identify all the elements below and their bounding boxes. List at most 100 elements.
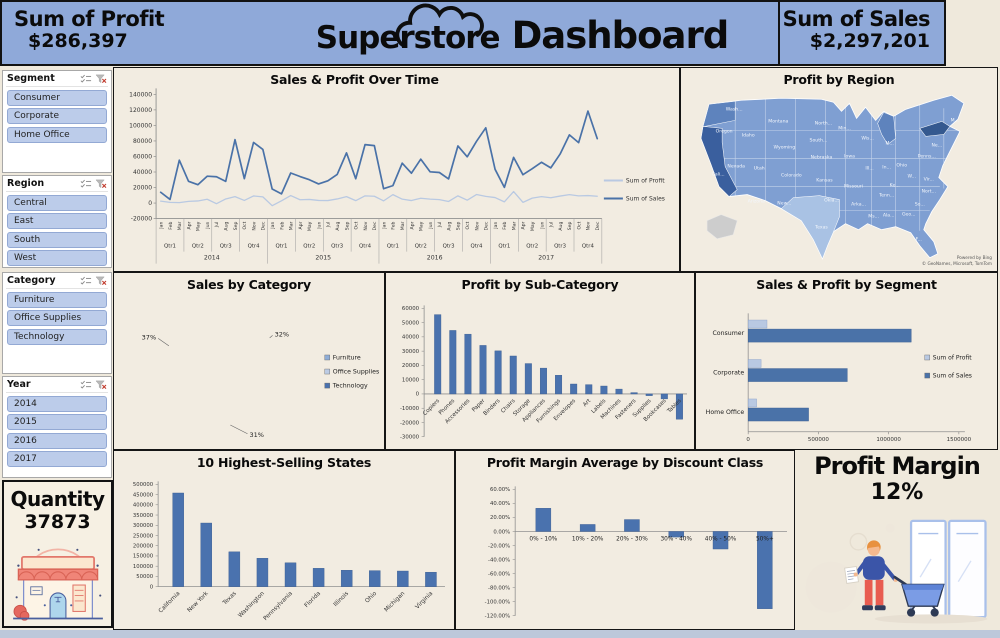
svg-text:May: May [307, 221, 313, 231]
svg-text:Furniture: Furniture [333, 354, 361, 361]
chart-title: 10 Highest-Selling States [196, 455, 372, 470]
title-superstore: Superstore [315, 20, 501, 56]
svg-text:Qtr1: Qtr1 [275, 244, 287, 250]
multiselect-icon[interactable] [80, 74, 92, 84]
clear-filter-icon[interactable] [95, 74, 107, 84]
svg-text:Pennsylvania: Pennsylvania [263, 591, 294, 622]
svg-text:Qtr2: Qtr2 [192, 244, 204, 250]
slicer-item-2016[interactable]: 2016 [7, 432, 107, 449]
svg-text:North...: North... [815, 120, 832, 126]
svg-text:20.00%: 20.00% [490, 515, 510, 521]
svg-text:200000: 200000 [133, 544, 154, 550]
svg-text:0: 0 [746, 437, 750, 443]
kpi-sales-value: $2,297,201 [809, 30, 930, 53]
svg-text:Copiers: Copiers [422, 398, 441, 417]
svg-text:Texas: Texas [221, 591, 237, 607]
svg-text:Cali...: Cali... [712, 172, 725, 178]
slicer-items: 2014 2015 2016 2017 [6, 395, 108, 467]
slicer-item-2014[interactable]: 2014 [7, 395, 107, 412]
svg-text:Wis...: Wis... [861, 135, 874, 141]
panel-profit-margin-by-discount: Profit Margin Average by Discount Class … [455, 450, 795, 630]
svg-text:Mar: Mar [511, 221, 517, 230]
svg-text:Vir...: Vir... [924, 177, 934, 183]
svg-text:31%: 31% [250, 431, 264, 439]
slicer-item-west[interactable]: West [7, 250, 107, 266]
svg-text:Mar: Mar [289, 221, 295, 230]
svg-text:Missouri: Missouri [844, 184, 863, 190]
svg-text:300000: 300000 [133, 523, 154, 529]
svg-text:60000: 60000 [402, 306, 420, 312]
svg-text:Oct: Oct [465, 221, 471, 229]
svg-text:Apr: Apr [409, 221, 415, 229]
slicer-item-technology[interactable]: Technology [7, 328, 107, 345]
svg-text:So...: So... [915, 202, 925, 208]
svg-text:Colorado: Colorado [781, 173, 802, 179]
slicer-category: Category Furniture Office Supplies Technol… [2, 272, 112, 374]
svg-text:Ne...: Ne... [931, 142, 942, 148]
kpi-profit: Sum of Profit $286,397 [14, 7, 165, 53]
svg-text:50%+: 50%+ [756, 537, 774, 543]
svg-text:Arka...: Arka... [851, 202, 866, 208]
clear-filter-icon[interactable] [95, 179, 107, 189]
svg-text:0% - 10%: 0% - 10% [529, 537, 557, 543]
svg-text:Wash...: Wash... [726, 106, 743, 112]
clear-filter-icon[interactable] [95, 276, 107, 286]
svg-text:500000: 500000 [808, 437, 829, 443]
svg-text:May: May [196, 221, 202, 231]
slicer-item-furniture[interactable]: Furniture [7, 291, 107, 308]
svg-text:Jul: Jul [549, 222, 555, 229]
multiselect-icon[interactable] [80, 179, 92, 189]
svg-text:400000: 400000 [133, 503, 154, 509]
multiselect-icon[interactable] [80, 380, 92, 390]
svg-text:Apr: Apr [521, 221, 527, 229]
slicer-item-consumer[interactable]: Consumer [7, 89, 107, 106]
multiselect-icon[interactable] [80, 276, 92, 286]
title-dashboard: Dashboard [511, 14, 730, 57]
kpi-quantity-label: Quantity [10, 487, 106, 511]
svg-text:Ms...: Ms... [868, 214, 879, 220]
slicer-item-2015[interactable]: 2015 [7, 414, 107, 430]
slicer-icons [77, 276, 107, 286]
svg-text:Illinois: Illinois [333, 591, 350, 608]
svg-text:Sep: Sep [567, 222, 573, 231]
svg-text:Apr: Apr [186, 221, 192, 229]
slicer-title: Region [7, 178, 45, 189]
svg-text:Michigan: Michigan [384, 591, 407, 614]
slicer-item-2017[interactable]: 2017 [7, 451, 107, 467]
svg-text:350000: 350000 [133, 513, 154, 519]
slicer-item-south[interactable]: South [7, 231, 107, 248]
svg-text:Nov: Nov [363, 221, 369, 230]
svg-text:Feb: Feb [279, 222, 285, 230]
svg-text:-10000: -10000 [400, 406, 420, 412]
svg-text:W...: W... [908, 174, 916, 180]
svg-text:Office Supplies: Office Supplies [333, 369, 379, 376]
slicer-icons [77, 74, 107, 84]
slicer-title: Year [7, 379, 31, 390]
svg-text:Jul: Jul [437, 222, 443, 229]
panel-profit-by-subcategory: Profit by Sub-Category 60000 50000 40000 30… [385, 272, 695, 450]
slicer-item-corporate[interactable]: Corporate [7, 108, 107, 124]
svg-text:Ohio: Ohio [896, 162, 907, 168]
line-chart-svg: 140000 120000 100000 80000 60000 40000 20000 0 -… [129, 88, 665, 264]
panel-profit-by-region: Profit by Region Wash... Montana North... M… [680, 67, 998, 272]
slicer-item-office-supplies[interactable]: Office Supplies [7, 310, 107, 326]
svg-text:Art: Art [582, 398, 593, 409]
svg-text:Nebraska: Nebraska [811, 154, 833, 160]
svg-text:In...: In... [882, 164, 891, 170]
slicer-icons [77, 380, 107, 390]
slicer-item-central[interactable]: Central [7, 194, 107, 211]
slicer-item-home-office[interactable]: Home Office [7, 126, 107, 143]
svg-text:-100.00%: -100.00% [485, 599, 510, 605]
slicer-item-east[interactable]: East [7, 213, 107, 229]
svg-text:500000: 500000 [133, 482, 154, 488]
svg-text:20000: 20000 [133, 185, 152, 192]
chart-title: Sales by Category [187, 277, 311, 292]
slicer-items: Consumer Corporate Home Office [6, 89, 108, 143]
kpi-quantity: Quantity 37873 [2, 480, 113, 628]
svg-text:Oct: Oct [242, 221, 248, 229]
svg-text:Qtr1: Qtr1 [164, 244, 176, 250]
clear-filter-icon[interactable] [95, 380, 107, 390]
svg-text:May: May [530, 221, 536, 231]
svg-text:Jan: Jan [493, 222, 499, 230]
